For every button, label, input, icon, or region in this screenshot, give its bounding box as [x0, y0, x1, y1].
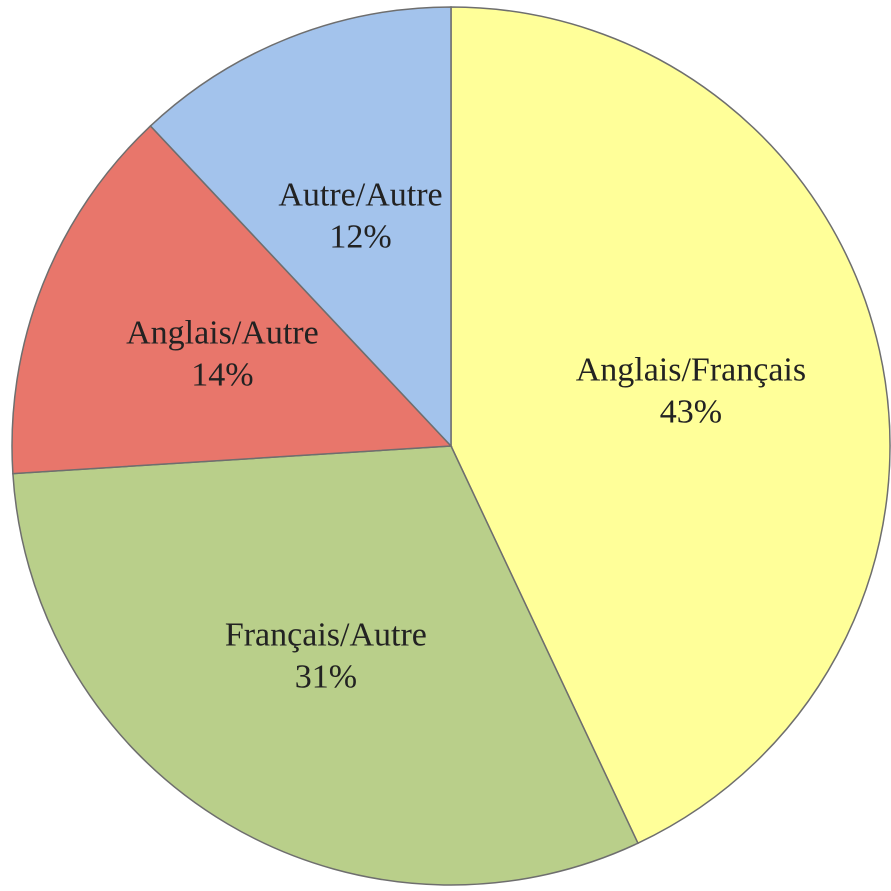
- pie-slice: [450, 6, 891, 845]
- value-label: 14%: [191, 356, 253, 393]
- slice-label: Anglais/Autre 14%: [126, 314, 319, 393]
- category-label: Anglais/Autre: [126, 314, 319, 351]
- pie-slice: [12, 445, 639, 886]
- pie-slice: [149, 6, 452, 448]
- value-label: 12%: [329, 218, 391, 255]
- category-label: Français/Autre: [225, 616, 427, 653]
- category-label: Anglais/Français: [576, 351, 806, 388]
- category-label: Autre/Autre: [278, 176, 442, 213]
- slice-label: Anglais/Français 43%: [576, 351, 806, 430]
- value-label: 31%: [295, 658, 357, 695]
- slice-label: Français/Autre 31%: [225, 616, 427, 695]
- value-label: 43%: [660, 393, 722, 430]
- slice-label: Autre/Autre 12%: [278, 176, 442, 255]
- pie-slice: [11, 124, 453, 475]
